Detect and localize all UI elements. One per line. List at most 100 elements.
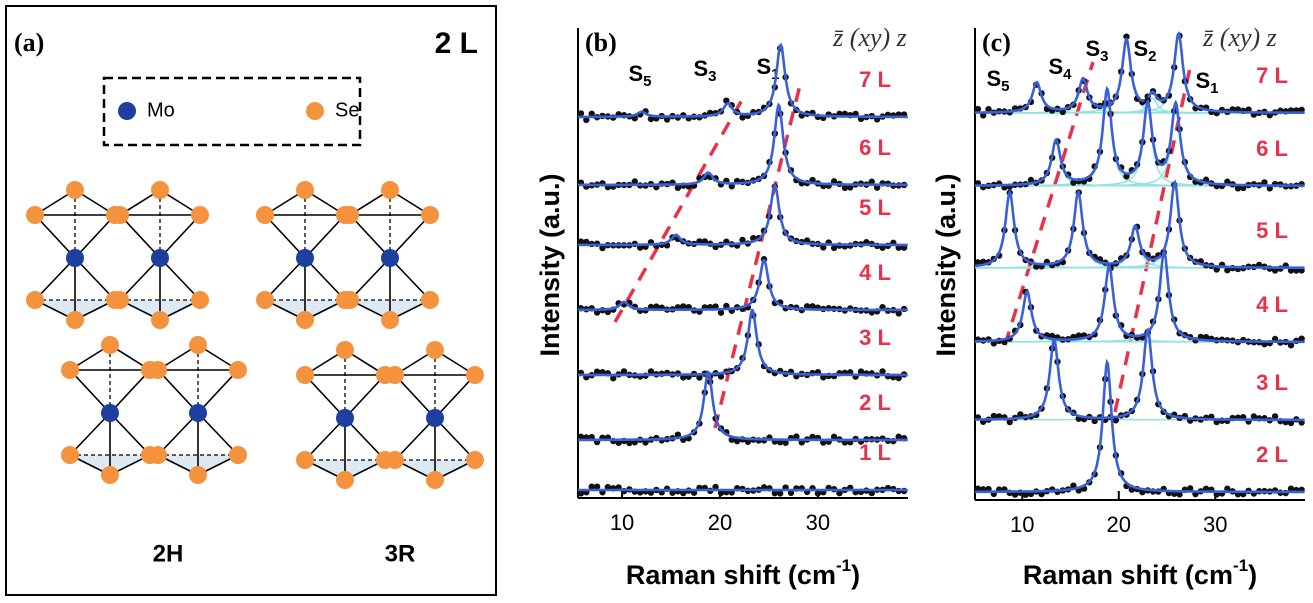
peak-label-base: S bbox=[1085, 36, 1100, 61]
x-tick-label: 30 bbox=[1203, 512, 1227, 537]
data-dot bbox=[723, 302, 730, 310]
panel-label: (c) bbox=[982, 28, 1011, 57]
data-dot bbox=[895, 310, 902, 317]
data-dot bbox=[974, 259, 982, 266]
layer-label: 3 L bbox=[859, 325, 891, 350]
structure-2h bbox=[25, 180, 248, 485]
peak-label-sub: 3 bbox=[1100, 48, 1108, 65]
data-dot bbox=[793, 433, 800, 440]
data-dot bbox=[733, 437, 741, 445]
data-dot bbox=[1287, 342, 1295, 349]
fit-curve bbox=[975, 31, 1305, 114]
structure-3r bbox=[255, 180, 485, 490]
data-dot bbox=[974, 485, 982, 492]
data-dot bbox=[1271, 413, 1279, 420]
data-dot bbox=[1070, 179, 1077, 186]
data-dot bbox=[663, 116, 671, 123]
data-dot bbox=[599, 244, 606, 252]
data-dot bbox=[771, 490, 779, 497]
data-dot bbox=[674, 184, 682, 192]
fit-curve bbox=[578, 102, 908, 187]
notation: z̄ (xy) z bbox=[832, 23, 907, 52]
data-dot bbox=[717, 309, 725, 316]
data-dot bbox=[674, 431, 682, 438]
data-dot bbox=[577, 110, 585, 117]
peak-label-base: S bbox=[628, 61, 643, 86]
peak-label-sub: 1 bbox=[1210, 80, 1218, 97]
data-dot bbox=[1006, 418, 1013, 426]
layer-label: 5 L bbox=[859, 195, 891, 220]
peak-label-base: S bbox=[756, 54, 771, 79]
data-dot bbox=[588, 110, 595, 117]
fit-curve bbox=[975, 358, 1305, 494]
data-dot bbox=[830, 433, 838, 441]
legend-label: Se bbox=[335, 99, 359, 121]
fit-curve bbox=[578, 309, 908, 377]
data-dot bbox=[626, 439, 633, 447]
data-dot bbox=[1224, 485, 1231, 492]
y-axis-label: Intensity (a.u.) bbox=[535, 173, 565, 356]
legend-dot bbox=[306, 102, 324, 120]
y-axis-label: Intensity (a.u.) bbox=[931, 173, 961, 356]
structure-label: 3R bbox=[385, 540, 416, 567]
x-tick-label: 30 bbox=[806, 510, 830, 535]
layer-label: 3 L bbox=[1256, 370, 1288, 395]
fit-curve bbox=[578, 182, 908, 247]
peak-label-base: S bbox=[986, 66, 1001, 91]
fit-curve bbox=[974, 327, 1305, 422]
data-dot bbox=[841, 184, 849, 192]
panel-label: (a) bbox=[14, 28, 44, 57]
data-dot bbox=[647, 368, 655, 375]
data-dot bbox=[985, 106, 992, 113]
data-dot bbox=[990, 412, 998, 420]
layer-label: 6 L bbox=[1256, 136, 1288, 161]
fit-curve bbox=[975, 85, 1305, 187]
x-axis-label-tail: ) bbox=[1248, 560, 1257, 590]
data-dot bbox=[1112, 417, 1120, 424]
peak-label-sub: 5 bbox=[1001, 78, 1009, 95]
data-dot bbox=[777, 490, 784, 497]
legend-label: Mo bbox=[147, 99, 175, 121]
data-dot bbox=[620, 368, 628, 375]
x-axis-label-text: Raman shift (cm bbox=[1023, 560, 1233, 590]
x-tick-label: 20 bbox=[708, 510, 732, 535]
peak-label-sub: 3 bbox=[708, 68, 716, 85]
guide-line bbox=[1003, 61, 1192, 413]
data-dot bbox=[1123, 33, 1130, 40]
data-dot bbox=[717, 373, 725, 380]
data-dot bbox=[610, 375, 617, 382]
peak-label: S4 bbox=[1048, 54, 1072, 83]
data-dot bbox=[1261, 179, 1268, 186]
data-dot bbox=[1091, 417, 1098, 425]
data-dot bbox=[680, 303, 687, 310]
legend-dot bbox=[118, 102, 136, 120]
peak-label-sub: 4 bbox=[1063, 66, 1072, 83]
data-dot bbox=[836, 489, 843, 497]
data-dot bbox=[696, 374, 703, 381]
data-dot bbox=[1038, 490, 1045, 498]
layer-label: 7 L bbox=[1256, 63, 1288, 88]
data-dot bbox=[1234, 185, 1242, 192]
data-dot bbox=[868, 178, 875, 185]
fit-curve bbox=[975, 247, 1305, 344]
x-axis-label: Raman shift (cm-1) bbox=[1023, 556, 1257, 590]
data-dot bbox=[857, 368, 865, 375]
data-dot bbox=[577, 490, 585, 497]
data-dot bbox=[809, 303, 816, 310]
peak-label: S5 bbox=[628, 61, 651, 90]
data-dot bbox=[820, 244, 827, 251]
layer-label: 2 L bbox=[859, 390, 891, 415]
data-dot bbox=[642, 439, 649, 446]
peak-label: S3 bbox=[1085, 36, 1108, 65]
data-dot bbox=[593, 368, 601, 375]
data-dot bbox=[974, 105, 982, 113]
data-dot bbox=[1022, 491, 1029, 498]
data-dot bbox=[1287, 485, 1295, 492]
peak-label-base: S bbox=[1195, 68, 1210, 93]
x-tick-label: 20 bbox=[1107, 512, 1131, 537]
layer-label: 5 L bbox=[1256, 218, 1288, 243]
fit-curve bbox=[974, 179, 1305, 270]
x-tick-label: 10 bbox=[1010, 512, 1034, 537]
data-dot bbox=[1176, 491, 1183, 498]
